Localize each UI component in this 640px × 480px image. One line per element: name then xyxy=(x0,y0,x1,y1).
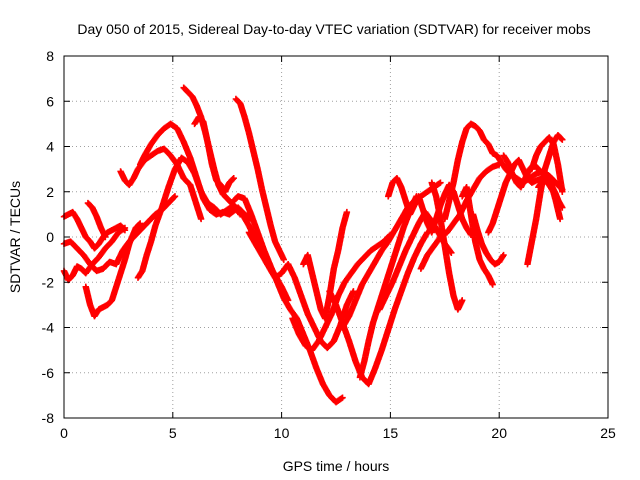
series-arc-29 xyxy=(528,134,566,195)
data-points xyxy=(60,84,566,406)
x-tick-label: 15 xyxy=(383,425,399,441)
series-arc-5 xyxy=(84,199,109,241)
data-point-marker xyxy=(448,249,455,257)
data-point-marker xyxy=(437,179,444,186)
series-arc-30 xyxy=(535,174,564,223)
data-point-marker xyxy=(120,226,128,233)
series-arc-25 xyxy=(469,211,507,268)
data-point-marker xyxy=(558,135,565,143)
y-tick-label: 4 xyxy=(46,139,54,155)
x-tick-label: 25 xyxy=(600,425,616,441)
data-point-marker xyxy=(280,256,287,263)
axis-ticks: 0 5 10 15 20 25 -8 -6 -4 -2 0 2 4 6 8 xyxy=(42,48,616,441)
data-point-marker xyxy=(230,174,237,182)
data-point-marker xyxy=(229,175,237,183)
series-arc-22 xyxy=(428,179,466,313)
data-point-marker xyxy=(197,215,205,223)
grid-lines xyxy=(64,56,608,418)
data-point-marker xyxy=(170,194,178,201)
data-point-marker xyxy=(489,281,496,288)
data-point-marker xyxy=(171,193,179,200)
y-tick-label: -6 xyxy=(42,365,55,381)
chart-title: Day 050 of 2015, Sidereal Day-to-day VTE… xyxy=(77,21,590,37)
y-tick-label: 6 xyxy=(46,93,54,109)
data-point-marker xyxy=(559,188,566,195)
data-point-marker xyxy=(343,208,351,216)
y-tick-label: 0 xyxy=(46,229,54,245)
series-arc-10 xyxy=(191,113,237,195)
x-tick-label: 20 xyxy=(491,425,507,441)
series-arc-8 xyxy=(134,154,244,281)
y-tick-label: -4 xyxy=(42,320,55,336)
series-arc-16 xyxy=(326,229,431,388)
data-point-marker xyxy=(136,220,144,227)
data-point-marker xyxy=(339,394,346,401)
series-arc-17 xyxy=(339,179,444,331)
data-point-marker xyxy=(121,227,129,234)
data-point-marker xyxy=(459,297,466,304)
x-tick-label: 10 xyxy=(274,425,290,441)
y-tick-label: -2 xyxy=(42,274,55,290)
x-tick-label: 0 xyxy=(60,425,68,441)
series-arc-4 xyxy=(82,220,144,320)
series-arc-28 xyxy=(524,131,566,268)
x-tick-label: 5 xyxy=(169,425,177,441)
data-point-marker xyxy=(500,251,507,259)
data-point-marker xyxy=(556,215,564,223)
data-point-marker xyxy=(350,288,357,295)
data-point-marker xyxy=(102,233,109,241)
series-arc-15 xyxy=(300,208,351,322)
y-tick-label: 8 xyxy=(46,48,54,64)
y-axis-label: SDTVAR / TECUs xyxy=(7,181,23,293)
y-tick-label: -8 xyxy=(42,410,55,426)
x-axis-label: GPS time / hours xyxy=(283,458,390,474)
data-point-marker xyxy=(136,221,143,228)
data-point-marker xyxy=(559,136,566,143)
series-arc-11 xyxy=(232,95,287,263)
y-tick-label: 2 xyxy=(46,184,54,200)
